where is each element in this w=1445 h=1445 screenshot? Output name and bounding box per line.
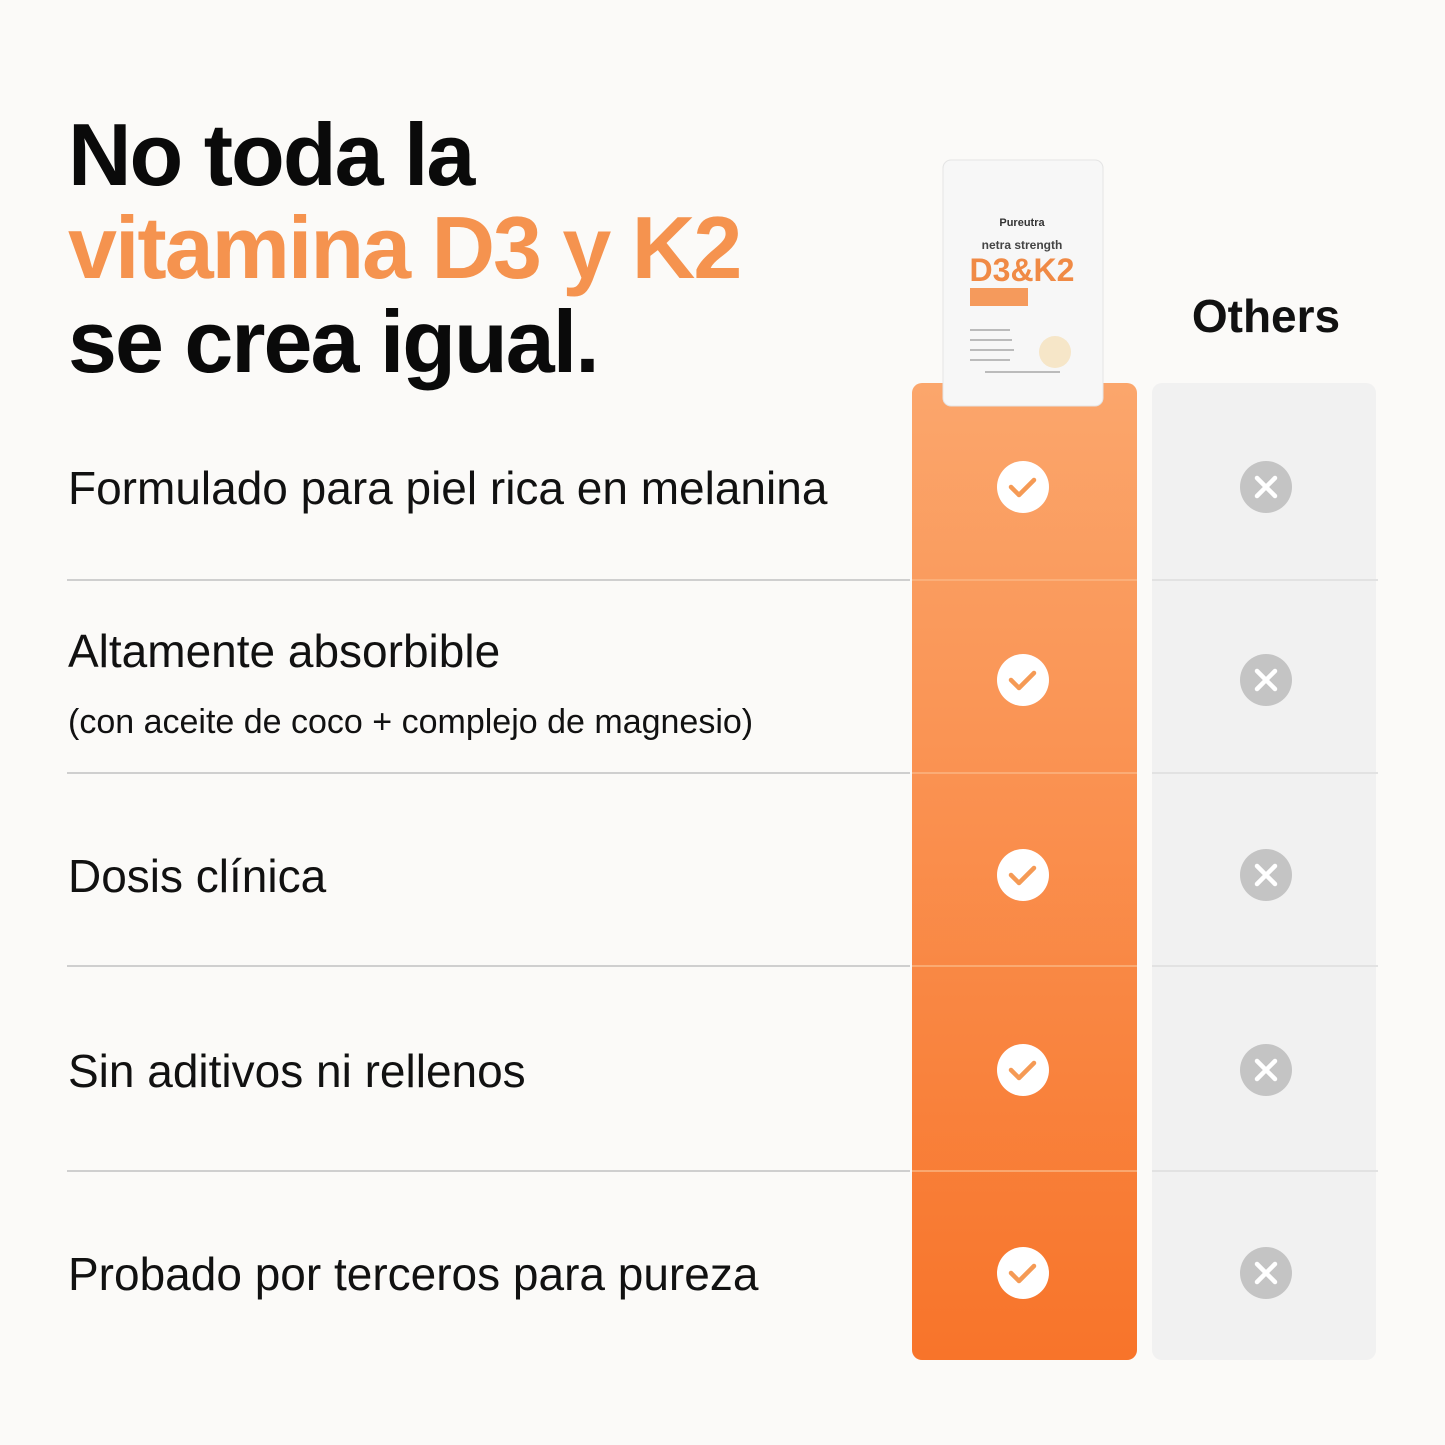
title-line-highlight: vitamina D3 y K2 (68, 198, 740, 297)
row-label: Sin aditivos ni rellenos (68, 1045, 526, 1097)
package-brand: Pureutra (999, 217, 1045, 229)
row-label: Dosis clínica (68, 850, 327, 902)
package-sun (1039, 336, 1071, 368)
package-lines (970, 329, 1060, 373)
row-label: Altamente absorbible (68, 625, 500, 677)
cross-mark (1254, 475, 1278, 499)
cross-mark (1254, 1261, 1278, 1285)
check-icon (997, 849, 1049, 901)
others-header: Others (1192, 290, 1340, 342)
check-icon (997, 461, 1049, 513)
row-sublabel: (con aceite de coco + complejo de magnes… (68, 703, 753, 741)
package-label (970, 288, 1028, 306)
cross-mark (1254, 863, 1278, 887)
check-icon (997, 1044, 1049, 1096)
check-icon (997, 1247, 1049, 1299)
check-mark (1008, 670, 1037, 691)
check-mark (1008, 1263, 1037, 1284)
package-strength: netra strength (982, 238, 1063, 252)
check-icon (997, 654, 1049, 706)
package-name: D3&K2 (970, 252, 1075, 288)
check-mark (1008, 1060, 1037, 1081)
cross-mark (1254, 668, 1278, 692)
row-label: Formulado para piel rica en melanina (68, 462, 828, 514)
title-line: se crea igual. (68, 292, 598, 391)
cross-mark (1254, 1058, 1278, 1082)
check-mark (1008, 865, 1037, 886)
product-package: Pureutra netra strength D3&K2 (942, 159, 1104, 407)
check-mark (1008, 477, 1037, 498)
title-line: No toda la (68, 105, 476, 204)
row-label: Probado por terceros para pureza (68, 1248, 759, 1300)
rows: Formulado para piel rica en melanina Alta… (67, 461, 1378, 1300)
